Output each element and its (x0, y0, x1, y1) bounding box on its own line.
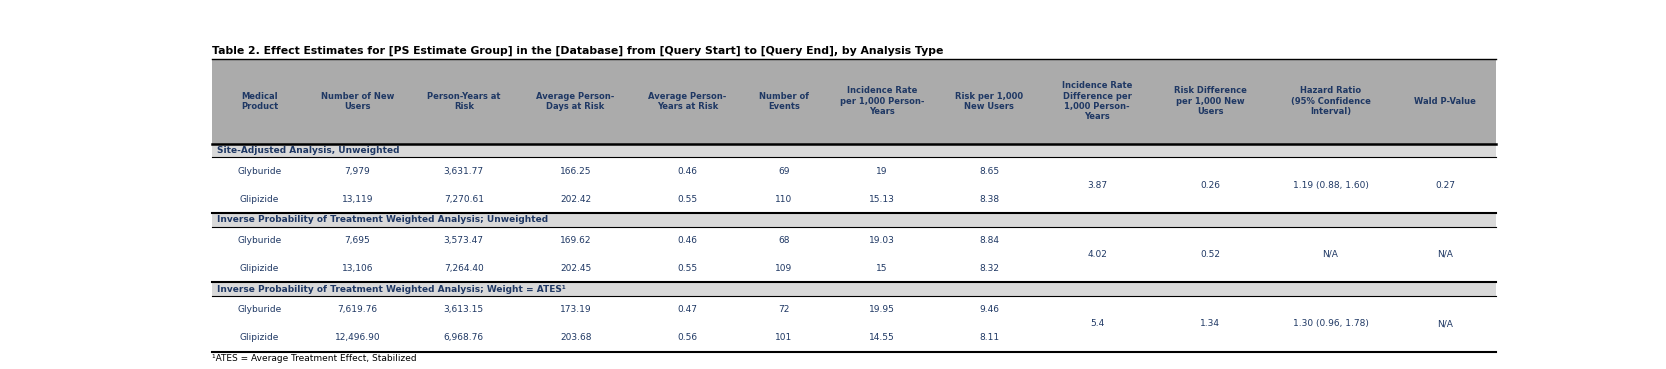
Text: ¹ATES = Average Treatment Effect, Stabilized: ¹ATES = Average Treatment Effect, Stabil… (212, 354, 416, 363)
Text: 0.55: 0.55 (678, 264, 698, 273)
Text: 7,979: 7,979 (345, 167, 370, 176)
Text: 0.55: 0.55 (678, 194, 698, 204)
Text: Glyburide: Glyburide (238, 306, 282, 314)
Text: 3,573.47: 3,573.47 (443, 236, 483, 245)
Bar (212, 227, 1496, 282)
Text: Number of New
Users: Number of New Users (322, 92, 395, 111)
Text: Table 2. Effect Estimates for [PS Estimate Group] in the [Database] from [Query : Table 2. Effect Estimates for [PS Estima… (212, 46, 943, 56)
Text: N/A: N/A (1438, 250, 1453, 259)
Text: 203.68: 203.68 (560, 333, 591, 342)
Text: Incidence Rate
per 1,000 Person-
Years: Incidence Rate per 1,000 Person- Years (840, 86, 925, 116)
Text: 19: 19 (876, 167, 888, 176)
Text: 101: 101 (775, 333, 793, 342)
Text: Wald P-Value: Wald P-Value (1414, 97, 1476, 106)
Text: 3,613.15: 3,613.15 (443, 306, 483, 314)
Text: 3.87: 3.87 (1086, 181, 1108, 190)
Text: Average Person-
Days at Risk: Average Person- Days at Risk (536, 92, 615, 111)
Text: 14.55: 14.55 (870, 333, 895, 342)
Text: 13,119: 13,119 (342, 194, 373, 204)
Text: 6,968.76: 6,968.76 (443, 333, 483, 342)
Text: Glyburide: Glyburide (238, 167, 282, 176)
Text: 3,631.77: 3,631.77 (443, 167, 483, 176)
Text: 8.11: 8.11 (980, 333, 1000, 342)
Text: 13,106: 13,106 (342, 264, 373, 273)
Text: 19.03: 19.03 (870, 236, 895, 245)
Text: 7,270.61: 7,270.61 (443, 194, 483, 204)
Text: Glipizide: Glipizide (240, 333, 280, 342)
Text: 8.65: 8.65 (980, 167, 1000, 176)
Text: Number of
Events: Number of Events (760, 92, 810, 111)
Bar (212, 282, 1496, 296)
Text: Hazard Ratio
(95% Confidence
Interval): Hazard Ratio (95% Confidence Interval) (1291, 86, 1371, 116)
Text: 0.47: 0.47 (678, 306, 698, 314)
Text: 69: 69 (778, 167, 790, 176)
Text: 4.02: 4.02 (1088, 250, 1106, 259)
Bar (212, 59, 1496, 144)
Text: Glyburide: Glyburide (238, 236, 282, 245)
Text: Person-Years at
Risk: Person-Years at Risk (426, 92, 500, 111)
Text: 8.84: 8.84 (980, 236, 1000, 245)
Bar (212, 296, 1496, 352)
Text: Glipizide: Glipizide (240, 194, 280, 204)
Text: 0.56: 0.56 (678, 333, 698, 342)
Text: Glipizide: Glipizide (240, 264, 280, 273)
Text: Inverse Probability of Treatment Weighted Analysis; Unweighted: Inverse Probability of Treatment Weighte… (217, 215, 548, 224)
Text: 1.30 (0.96, 1.78): 1.30 (0.96, 1.78) (1293, 319, 1368, 328)
Text: 15: 15 (876, 264, 888, 273)
Text: 7,695: 7,695 (345, 236, 370, 245)
Text: 9.46: 9.46 (980, 306, 1000, 314)
Text: 0.46: 0.46 (678, 236, 698, 245)
Text: 110: 110 (775, 194, 793, 204)
Text: 173.19: 173.19 (560, 306, 591, 314)
Text: Medical
Product: Medical Product (242, 92, 278, 111)
Text: 7,619.76: 7,619.76 (338, 306, 378, 314)
Text: 12,496.90: 12,496.90 (335, 333, 380, 342)
Text: Site-Adjusted Analysis, Unweighted: Site-Adjusted Analysis, Unweighted (217, 146, 400, 155)
Text: 19.95: 19.95 (870, 306, 895, 314)
Text: 15.13: 15.13 (870, 194, 895, 204)
Text: 109: 109 (775, 264, 793, 273)
Text: 7,264.40: 7,264.40 (443, 264, 483, 273)
Text: 166.25: 166.25 (560, 167, 591, 176)
Text: Risk Difference
per 1,000 New
Users: Risk Difference per 1,000 New Users (1175, 86, 1246, 116)
Bar (212, 213, 1496, 227)
Text: 5.4: 5.4 (1090, 319, 1105, 328)
Bar (212, 158, 1496, 213)
Text: 8.32: 8.32 (980, 264, 1000, 273)
Text: Risk per 1,000
New Users: Risk per 1,000 New Users (955, 92, 1023, 111)
Text: N/A: N/A (1438, 319, 1453, 328)
Text: 1.19 (0.88, 1.60): 1.19 (0.88, 1.60) (1293, 181, 1368, 190)
Text: Inverse Probability of Treatment Weighted Analysis; Weight = ATES¹: Inverse Probability of Treatment Weighte… (217, 284, 566, 294)
Text: 72: 72 (778, 306, 790, 314)
Text: N/A: N/A (1323, 250, 1338, 259)
Text: 0.46: 0.46 (678, 167, 698, 176)
Text: 8.38: 8.38 (980, 194, 1000, 204)
Text: 169.62: 169.62 (560, 236, 591, 245)
Text: 202.42: 202.42 (560, 194, 591, 204)
Text: 0.26: 0.26 (1200, 181, 1220, 190)
Text: 1.34: 1.34 (1200, 319, 1220, 328)
Text: Average Person-
Years at Risk: Average Person- Years at Risk (648, 92, 726, 111)
Text: 0.52: 0.52 (1200, 250, 1220, 259)
Text: 68: 68 (778, 236, 790, 245)
Text: 202.45: 202.45 (560, 264, 591, 273)
Bar (212, 144, 1496, 158)
Text: Incidence Rate
Difference per
1,000 Person-
Years: Incidence Rate Difference per 1,000 Pers… (1061, 81, 1133, 121)
Text: 0.27: 0.27 (1434, 181, 1454, 190)
